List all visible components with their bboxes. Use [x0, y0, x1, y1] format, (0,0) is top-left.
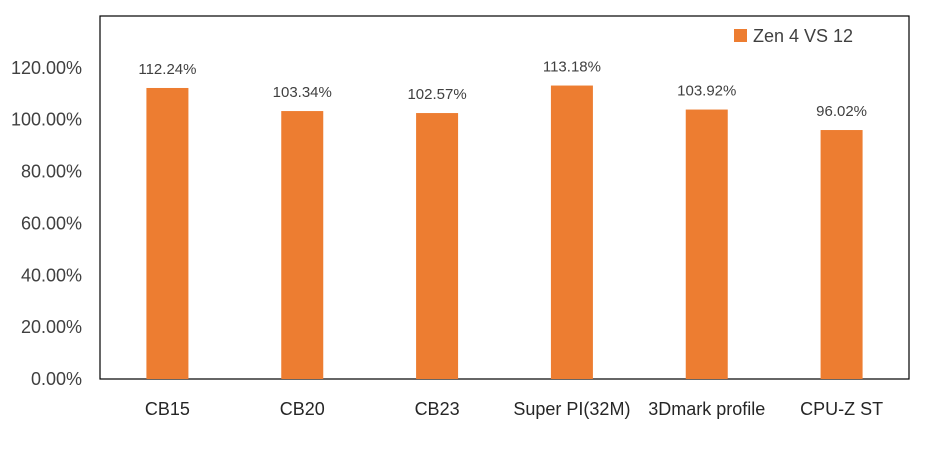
data-label: 102.57% — [407, 86, 466, 103]
y-tick-label: 0.00% — [31, 369, 82, 389]
y-axis-ticks: 0.00% 20.00% 40.00% 60.00% 80.00% 100.00% 120.… — [11, 58, 82, 389]
data-label: 113.18% — [543, 59, 601, 76]
bar — [820, 130, 863, 379]
x-axis-labels: CB15 CB20 CB23 Super PI(32M) 3Dmark profile C… — [145, 399, 883, 419]
y-tick-label: 40.00% — [21, 265, 82, 285]
legend-swatch — [734, 29, 747, 42]
y-tick-label: 80.00% — [21, 162, 82, 182]
x-category-label: CB20 — [280, 399, 325, 419]
y-tick-label: 60.00% — [21, 213, 82, 233]
bar — [416, 113, 459, 379]
bar-series — [146, 85, 863, 380]
data-labels: 112.24% 103.34% 102.57% 113.18% 103.92% 96.02… — [138, 59, 867, 120]
data-label: 103.34% — [273, 84, 332, 101]
x-category-label: CB23 — [415, 399, 460, 419]
x-category-label: CPU-Z ST — [800, 399, 883, 419]
data-label: 112.24% — [138, 61, 196, 78]
legend-label: Zen 4 VS 12 — [753, 26, 853, 46]
bar — [550, 85, 593, 379]
legend: Zen 4 VS 12 — [734, 26, 853, 46]
plot-area-frame — [99, 15, 910, 380]
y-tick-label: 120.00% — [11, 58, 82, 78]
data-label: 103.92% — [677, 83, 736, 100]
plot-border — [99, 15, 910, 380]
x-category-label: 3Dmark profile — [648, 399, 765, 419]
y-tick-label: 20.00% — [21, 317, 82, 337]
bar — [146, 87, 189, 379]
x-category-label: Super PI(32M) — [513, 399, 630, 419]
bar — [281, 111, 324, 380]
y-tick-label: 100.00% — [11, 110, 82, 130]
data-label: 96.02% — [816, 103, 867, 120]
x-category-label: CB15 — [145, 399, 190, 419]
bar — [685, 109, 728, 379]
